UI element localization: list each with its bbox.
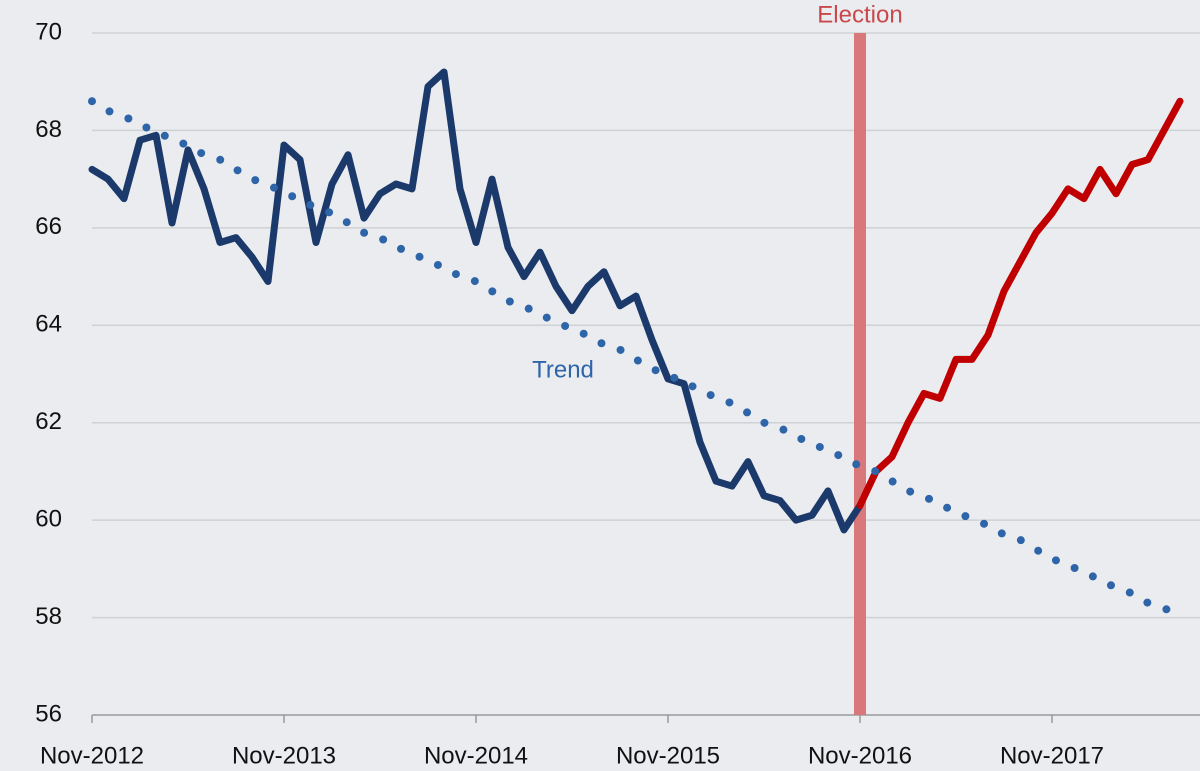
x-tick-label: Nov-2012 xyxy=(40,742,144,769)
y-tick-label: 70 xyxy=(35,18,62,45)
y-tick-label: 58 xyxy=(35,603,62,630)
x-tick-label: Nov-2015 xyxy=(616,742,720,769)
election-label: Election xyxy=(817,1,902,28)
y-tick-label: 64 xyxy=(35,311,62,338)
x-tick-label: Nov-2014 xyxy=(424,742,528,769)
series-line xyxy=(88,68,864,534)
trend-label: Trend xyxy=(532,356,594,383)
series-line xyxy=(856,97,1184,510)
x-tick-label: Nov-2017 xyxy=(1000,742,1104,769)
election-band xyxy=(854,33,866,715)
y-tick-label: 66 xyxy=(35,213,62,240)
y-tick-label: 56 xyxy=(35,700,62,727)
trend-line xyxy=(88,97,1184,622)
y-tick-label: 62 xyxy=(35,408,62,435)
x-tick-label: Nov-2013 xyxy=(232,742,336,769)
y-tick-label: 68 xyxy=(35,116,62,143)
x-tick-label: Nov-2016 xyxy=(808,742,912,769)
y-tick-label: 60 xyxy=(35,505,62,532)
